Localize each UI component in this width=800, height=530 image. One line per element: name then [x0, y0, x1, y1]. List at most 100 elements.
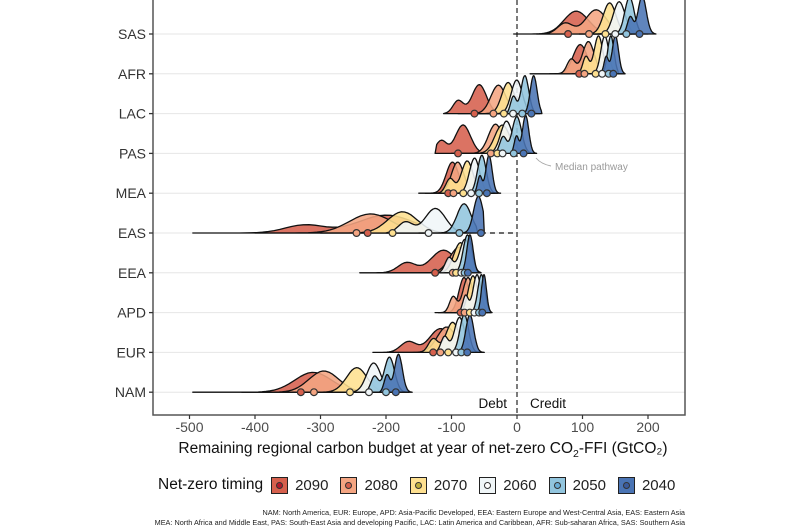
median-marker-lac-2060: [509, 109, 518, 118]
ridge-group-apd: [434, 273, 493, 314]
median-marker-afr-2040: [609, 69, 618, 78]
legend-label: 2050: [572, 476, 606, 494]
legend-item-2060: 2060: [479, 476, 537, 494]
legend-swatch: [617, 476, 635, 494]
x-tick-label: -500: [175, 419, 203, 435]
median-marker-apd-2040: [478, 308, 487, 317]
y-axis: SAS AFR LAC PAS MEA EAS EEA APD EUR NAM: [115, 26, 153, 400]
median-marker-pas-2040: [519, 149, 528, 158]
legend-dot-icon: [484, 481, 492, 489]
x-tick-label: -400: [241, 419, 269, 435]
footnote-region-abbreviations-2: MEA: North Africa and Middle East, PAS: …: [154, 518, 685, 527]
median-marker-lac-2090: [470, 109, 479, 118]
legend-dot-icon: [414, 481, 422, 489]
median-marker-afr-2080: [580, 69, 589, 78]
median-marker-sas-2060: [611, 30, 620, 39]
plot-border: [152, 0, 686, 416]
y-tick-label-sas: SAS: [118, 26, 146, 42]
median-marker-mea-2080: [449, 189, 458, 198]
median-marker-eea-2090: [431, 268, 440, 277]
legend-label: 2080: [364, 476, 398, 494]
ridge-group-sas: [513, 0, 657, 35]
median-marker-nam-2060: [364, 388, 373, 397]
legend-item-2040: 2040: [617, 476, 676, 494]
ridge-group-eur: [372, 313, 485, 354]
y-tick-label-mea: MEA: [116, 185, 147, 201]
y-tick-label-lac: LAC: [119, 106, 146, 122]
ridge-nam-2040: [378, 353, 413, 393]
median-marker-mea-2060: [467, 189, 476, 198]
median-group-pas: [454, 149, 528, 158]
median-marker-lac-2070: [499, 109, 508, 118]
ridge-group-mea: [418, 154, 502, 194]
median-marker-mea-2070: [459, 189, 468, 198]
ridge-group-nam: [192, 353, 413, 393]
x-tick-label: 100: [571, 419, 595, 435]
median-group-nam: [296, 388, 400, 397]
median-marker-lac-2050: [518, 109, 527, 118]
legend-swatch: [548, 476, 566, 494]
legend-dot-icon: [622, 481, 630, 489]
ridge-group-eea: [359, 234, 482, 274]
x-tick-label: -100: [437, 419, 465, 435]
x-tick-label: -300: [306, 419, 334, 435]
ridge-group-pas: [434, 114, 538, 155]
legend-swatch: [271, 476, 289, 494]
median-marker-eas-2050: [455, 229, 464, 238]
median-group-eea: [431, 268, 472, 277]
credit-label: Credit: [530, 396, 566, 411]
median-marker-eur-2090: [429, 348, 438, 357]
legend-item-2080: 2080: [340, 476, 398, 494]
ridge-pas-2040: [509, 114, 538, 155]
median-marker-lac-2080: [489, 109, 498, 118]
ridge-mea-2040: [473, 154, 502, 194]
median-marker-eea-2040: [463, 268, 472, 277]
median-marker-eas-2090: [363, 229, 372, 238]
median-group-eas: [352, 229, 485, 238]
legend-dot-icon: [345, 481, 353, 489]
y-tick-label-eea: EEA: [118, 265, 147, 281]
median-markers: [296, 30, 644, 397]
median-marker-eur-2070: [444, 348, 453, 357]
median-marker-pas-2090: [454, 149, 463, 158]
y-tick-label-eur: EUR: [116, 344, 146, 360]
median-marker-pas-2050: [509, 149, 518, 158]
median-group-eur: [429, 348, 472, 357]
median-marker-sas-2040: [635, 30, 644, 39]
median-marker-sas-2080: [585, 30, 594, 39]
median-marker-mea-2040: [482, 189, 491, 198]
ridges-layer: [192, 0, 657, 393]
median-marker-eas-2070: [388, 229, 397, 238]
median-marker-pas-2080: [486, 149, 495, 158]
median-marker-pas-2060: [498, 149, 507, 158]
legend: Net-zero timing 2090 2080 2070 2060 2050 2040: [158, 476, 675, 494]
median-pathway-arrow: [535, 157, 552, 167]
y-tick-label-nam: NAM: [115, 384, 146, 400]
median-marker-sas-2070: [601, 30, 610, 39]
median-group-apd: [456, 308, 487, 317]
ridge-eea-2090: [359, 249, 466, 274]
median-pathway-label: Median pathway: [555, 162, 628, 173]
median-marker-lac-2040: [527, 109, 536, 118]
ridge-group-eas: [192, 195, 514, 234]
median-group-sas: [564, 30, 644, 39]
ridge-sas-2040: [621, 0, 657, 35]
median-marker-eas-2080: [352, 229, 361, 238]
legend-swatch: [479, 476, 497, 494]
footnote-region-abbreviations-1: NAM: North America, EUR: Europe, APD: As…: [262, 508, 685, 517]
legend-label: 2040: [641, 476, 676, 494]
x-axis-title-subscript: 2: [573, 448, 579, 460]
median-marker-nam-2090: [296, 388, 305, 397]
legend-item-2090: 2090: [271, 476, 328, 494]
median-marker-nam-2050: [382, 388, 391, 397]
median-marker-nam-2080: [309, 388, 318, 397]
x-axis-title-main: Remaining regional carbon budget at year…: [178, 440, 573, 457]
median-marker-eas-2040: [476, 229, 485, 238]
median-marker-eur-2080: [436, 348, 445, 357]
median-group-lac: [470, 109, 536, 118]
median-group-afr: [575, 69, 618, 78]
legend-dot-icon: [276, 481, 284, 489]
legend-label: 2060: [503, 476, 537, 494]
median-group-mea: [444, 189, 491, 198]
